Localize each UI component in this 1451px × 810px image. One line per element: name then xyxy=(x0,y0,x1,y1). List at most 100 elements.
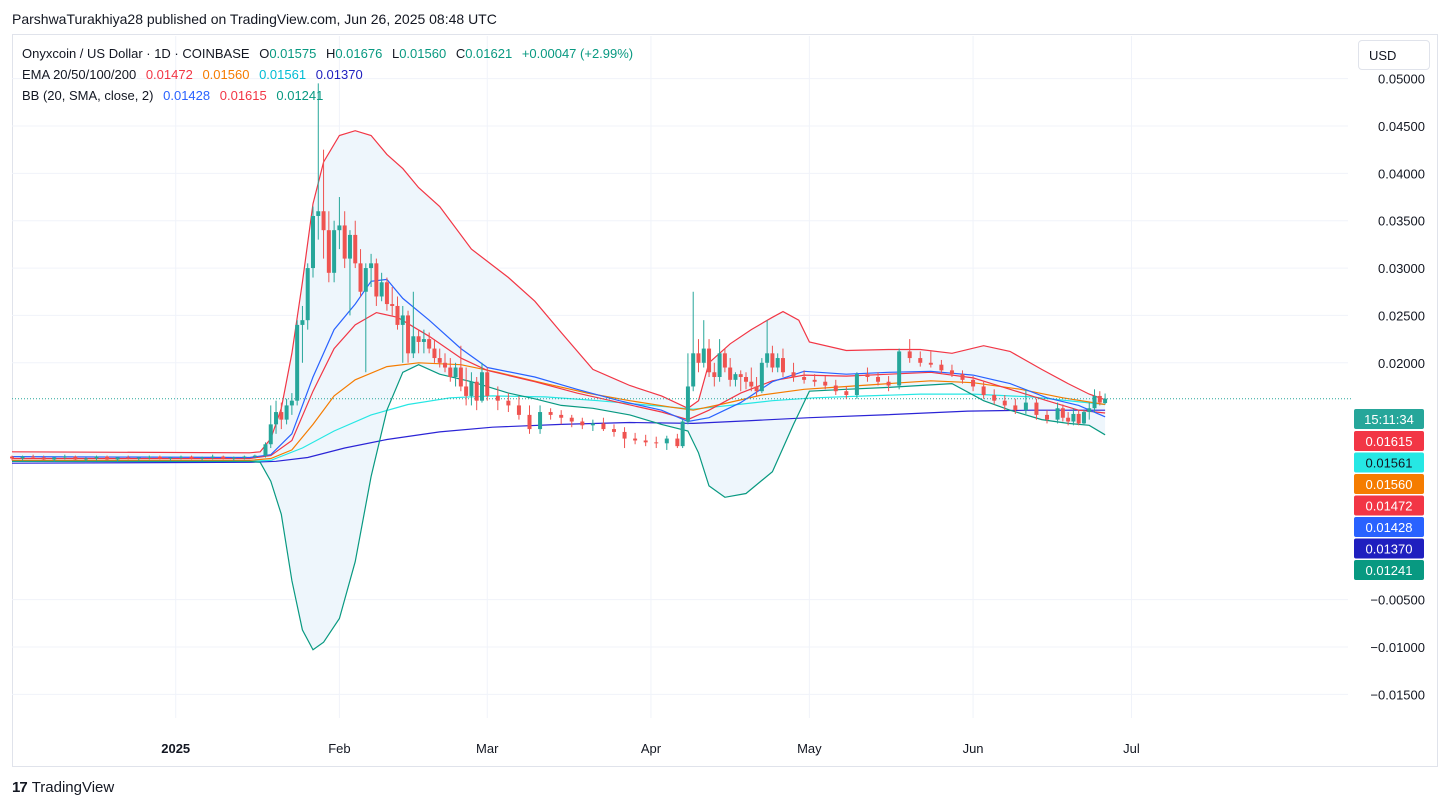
candle-body xyxy=(300,320,305,325)
candles xyxy=(10,83,1108,462)
line-ema20 xyxy=(12,311,1106,460)
candle-body xyxy=(369,263,374,269)
candle-body xyxy=(1034,402,1039,415)
candle-body xyxy=(464,386,469,396)
candle-body xyxy=(775,358,780,368)
candle-body xyxy=(802,377,807,380)
candle-body xyxy=(770,353,775,368)
price-axis: 0.05000 0.04500 0.04000 0.03500 0.03000 0.025… xyxy=(1370,72,1425,703)
candle-body xyxy=(305,268,310,321)
legend-row-ema: EMA 20/50/100/200 0.01472 0.01560 0.0156… xyxy=(22,67,369,82)
candle-body xyxy=(221,456,226,459)
y-tick-label: 0.04000 xyxy=(1378,166,1425,181)
ohlc-high: H0.01676 xyxy=(325,46,383,61)
candle-body xyxy=(680,421,685,447)
candle-body xyxy=(949,370,954,375)
candle-body xyxy=(654,442,659,444)
y-tick-label: 0.03000 xyxy=(1378,261,1425,276)
candle-body xyxy=(1081,412,1086,424)
line-ema50 xyxy=(12,362,1106,461)
candle-body xyxy=(712,372,717,377)
candle-body xyxy=(749,381,754,387)
candle-body xyxy=(210,456,215,458)
y-tick-label: −0.01000 xyxy=(1370,640,1425,655)
candle-body xyxy=(231,457,236,459)
candle-body xyxy=(10,456,14,459)
candle-body xyxy=(622,431,627,439)
bb-upper-value: 0.01615 xyxy=(219,88,267,103)
candle-body xyxy=(1013,405,1018,411)
bb-basis-value: 0.01428 xyxy=(163,88,211,103)
countdown-tag xyxy=(1354,409,1424,429)
candle-body xyxy=(363,268,368,292)
price-tag xyxy=(1354,431,1424,451)
candle-body xyxy=(844,391,849,395)
candle-body xyxy=(633,438,638,441)
candle-body xyxy=(791,372,796,377)
symbol-name[interactable]: Onyxcoin / US Dollar · 1D · COINBASE xyxy=(22,46,250,61)
candle-body xyxy=(263,444,268,456)
candle-body xyxy=(611,429,616,432)
footer-brand[interactable]: 17 TradingView xyxy=(12,779,114,796)
x-tick-label: Jul xyxy=(1123,741,1140,756)
candle-body xyxy=(569,417,574,422)
candle-body xyxy=(506,400,511,406)
candle-body xyxy=(443,362,448,368)
candle-body xyxy=(73,456,78,460)
line-bb_lower xyxy=(12,364,1106,651)
ema20-value: 0.01472 xyxy=(145,67,193,82)
candle-body xyxy=(928,362,933,365)
candle-body xyxy=(115,457,120,460)
candle-body xyxy=(406,315,411,354)
price-tag-label: 0.01472 xyxy=(1366,499,1413,514)
candle-body xyxy=(675,438,680,447)
bb-lower-value: 0.01241 xyxy=(276,88,324,103)
candle-body xyxy=(178,456,183,458)
candle-body xyxy=(289,400,294,406)
candle-body xyxy=(701,348,706,363)
candle-body xyxy=(559,414,564,418)
price-tag xyxy=(1354,517,1424,537)
candle-body xyxy=(416,336,421,342)
y-tick-label: 0.03500 xyxy=(1378,214,1425,229)
price-tag-label: 0.01241 xyxy=(1366,563,1413,578)
y-tick-label: 0.04500 xyxy=(1378,119,1425,134)
candle-body xyxy=(136,457,141,459)
candle-body xyxy=(395,305,400,325)
candle-body xyxy=(268,424,273,445)
candle-body xyxy=(421,339,426,342)
candle-body xyxy=(200,457,205,459)
candle-body xyxy=(691,353,696,387)
candle-body xyxy=(337,225,342,231)
line-ema100 xyxy=(12,393,1106,462)
candle-body xyxy=(527,414,532,430)
currency-button[interactable]: USD xyxy=(1358,40,1430,70)
candle-body xyxy=(41,457,46,460)
ema-label[interactable]: EMA 20/50/100/200 xyxy=(22,67,137,82)
chart-frame xyxy=(12,34,1438,767)
candle-body xyxy=(907,351,912,359)
candle-body xyxy=(52,457,57,460)
bollinger-band-fill xyxy=(12,130,1106,650)
candle-body xyxy=(833,385,838,392)
line-ema200 xyxy=(11,409,1106,464)
ema100-value: 0.01561 xyxy=(259,67,307,82)
bb-label[interactable]: BB (20, SMA, close, 2) xyxy=(22,88,154,103)
candle-body xyxy=(1092,395,1097,409)
price-tag xyxy=(1354,452,1424,473)
candle-body xyxy=(876,377,881,382)
candle-body xyxy=(685,386,690,422)
candle-body xyxy=(918,358,923,363)
candle-body xyxy=(812,379,817,382)
grid-lines xyxy=(12,36,1348,718)
candle-body xyxy=(157,456,162,459)
ema200-value: 0.01370 xyxy=(315,67,363,82)
candle-body xyxy=(939,364,944,371)
candle-body xyxy=(717,353,722,377)
candle-body xyxy=(981,386,986,395)
candle-body xyxy=(1060,408,1065,418)
price-tag-label: 0.01370 xyxy=(1366,542,1413,557)
candle-body xyxy=(20,456,25,459)
price-change: +0.00047 (+2.99%) xyxy=(521,46,634,61)
